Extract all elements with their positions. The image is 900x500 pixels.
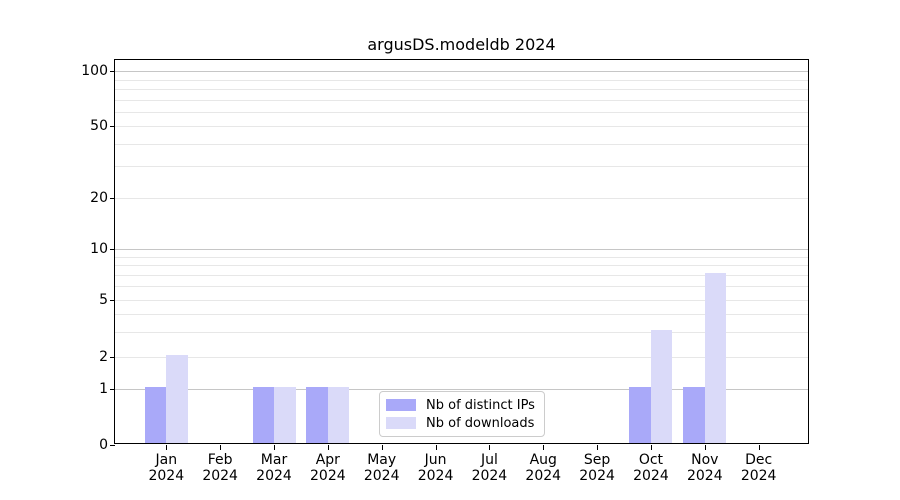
- bar-distinct-ips: [252, 387, 274, 443]
- x-tick-mark: [543, 445, 545, 450]
- legend-item-distinct-ips: Nb of distinct IPs: [386, 396, 538, 414]
- bar-downloads: [274, 387, 296, 443]
- x-tick-label: Nov 2024: [686, 452, 723, 484]
- gridline-minor: [115, 89, 808, 90]
- x-tick-label: Sep 2024: [579, 452, 615, 484]
- gridline-minor: [115, 197, 808, 199]
- y-tick-label: 5: [99, 291, 108, 308]
- x-tick-label: May 2024: [363, 452, 400, 484]
- plot-area: 0 1 2 5 10 20 50 100 Jan 2024 Feb 2024 Mar 2024 Apr 202…: [81, 59, 809, 484]
- y-tick-label: 1: [99, 381, 108, 398]
- x-tick-mark: [327, 445, 329, 450]
- x-tick-label: Apr 2024: [310, 452, 346, 484]
- gridline-minor: [115, 274, 808, 276]
- y-tick-mark: [110, 299, 115, 301]
- x-tick-mark: [489, 445, 491, 450]
- gridline-major: [115, 248, 808, 250]
- y-tick-label: 20: [90, 189, 108, 206]
- y-tick-mark: [110, 126, 115, 128]
- gridline-minor: [115, 299, 808, 301]
- bar-distinct-ips: [144, 387, 167, 443]
- y-tick-label: 2: [99, 348, 108, 365]
- legend-box: Nb of distinct IPs Nb of downloads: [379, 391, 545, 437]
- bar-distinct-ips: [683, 387, 705, 443]
- x-tick-mark: [166, 445, 168, 450]
- gridline-minor: [115, 313, 808, 315]
- x-tick-label: Dec 2024: [740, 452, 777, 484]
- gridline-minor: [115, 265, 808, 267]
- y-tick-mark: [110, 356, 115, 358]
- gridline-minor: [115, 111, 808, 113]
- x-tick-mark: [758, 445, 760, 450]
- gridline-minor: [115, 331, 808, 333]
- bar-downloads: [166, 355, 188, 443]
- legend-label-distinct-ips: Nb of distinct IPs: [426, 397, 535, 413]
- gridline-minor: [115, 356, 808, 358]
- x-tick-label: Feb 2024: [202, 452, 238, 484]
- legend-swatch-downloads-icon: [386, 417, 416, 429]
- x-tick-mark: [220, 445, 222, 450]
- y-tick-label: 50: [90, 118, 108, 135]
- x-tick-label: Mar 2024: [256, 452, 292, 484]
- y-tick-mark: [110, 445, 115, 446]
- bar-downloads: [704, 273, 727, 443]
- chart-title: argusDS.modeldb 2024: [367, 35, 556, 54]
- gridline-minor: [115, 286, 808, 288]
- bar-distinct-ips: [306, 387, 328, 443]
- legend-swatch-distinct-ips-icon: [386, 399, 416, 411]
- legend-label-downloads: Nb of downloads: [426, 415, 535, 431]
- y-tick-mark: [110, 248, 115, 250]
- x-tick-mark: [381, 445, 383, 450]
- x-tick-mark: [704, 445, 706, 450]
- x-tick-mark: [650, 445, 652, 450]
- gridline-major: [115, 71, 808, 73]
- x-tick-mark: [274, 445, 275, 450]
- x-tick-label: Jan 2024: [148, 452, 185, 484]
- bar-downloads: [327, 387, 350, 443]
- y-tick-mark: [110, 389, 115, 391]
- legend-item-downloads: Nb of downloads: [386, 414, 538, 432]
- x-tick-label: Jul 2024: [471, 452, 508, 484]
- bar-downloads: [650, 329, 673, 443]
- gridline-minor: [115, 166, 808, 168]
- x-tick-label: Oct 2024: [633, 452, 669, 484]
- gridline-major: [115, 389, 808, 391]
- x-tick-mark: [597, 445, 599, 450]
- bar-distinct-ips: [629, 387, 651, 443]
- gridline-minor: [115, 143, 808, 145]
- x-tick-label: Jun 2024: [417, 452, 454, 484]
- y-tick-label: 0: [99, 437, 108, 453]
- y-tick-mark: [110, 197, 115, 199]
- y-tick-mark: [110, 71, 115, 73]
- x-tick-mark: [435, 445, 437, 450]
- gridline-minor: [115, 126, 808, 128]
- gridline-minor: [115, 256, 808, 258]
- y-tick-label: 100: [81, 63, 108, 80]
- x-tick-label: Aug 2024: [525, 452, 562, 484]
- y-tick-label: 10: [90, 240, 108, 257]
- gridline-minor: [115, 99, 808, 101]
- gridline-minor: [115, 79, 808, 81]
